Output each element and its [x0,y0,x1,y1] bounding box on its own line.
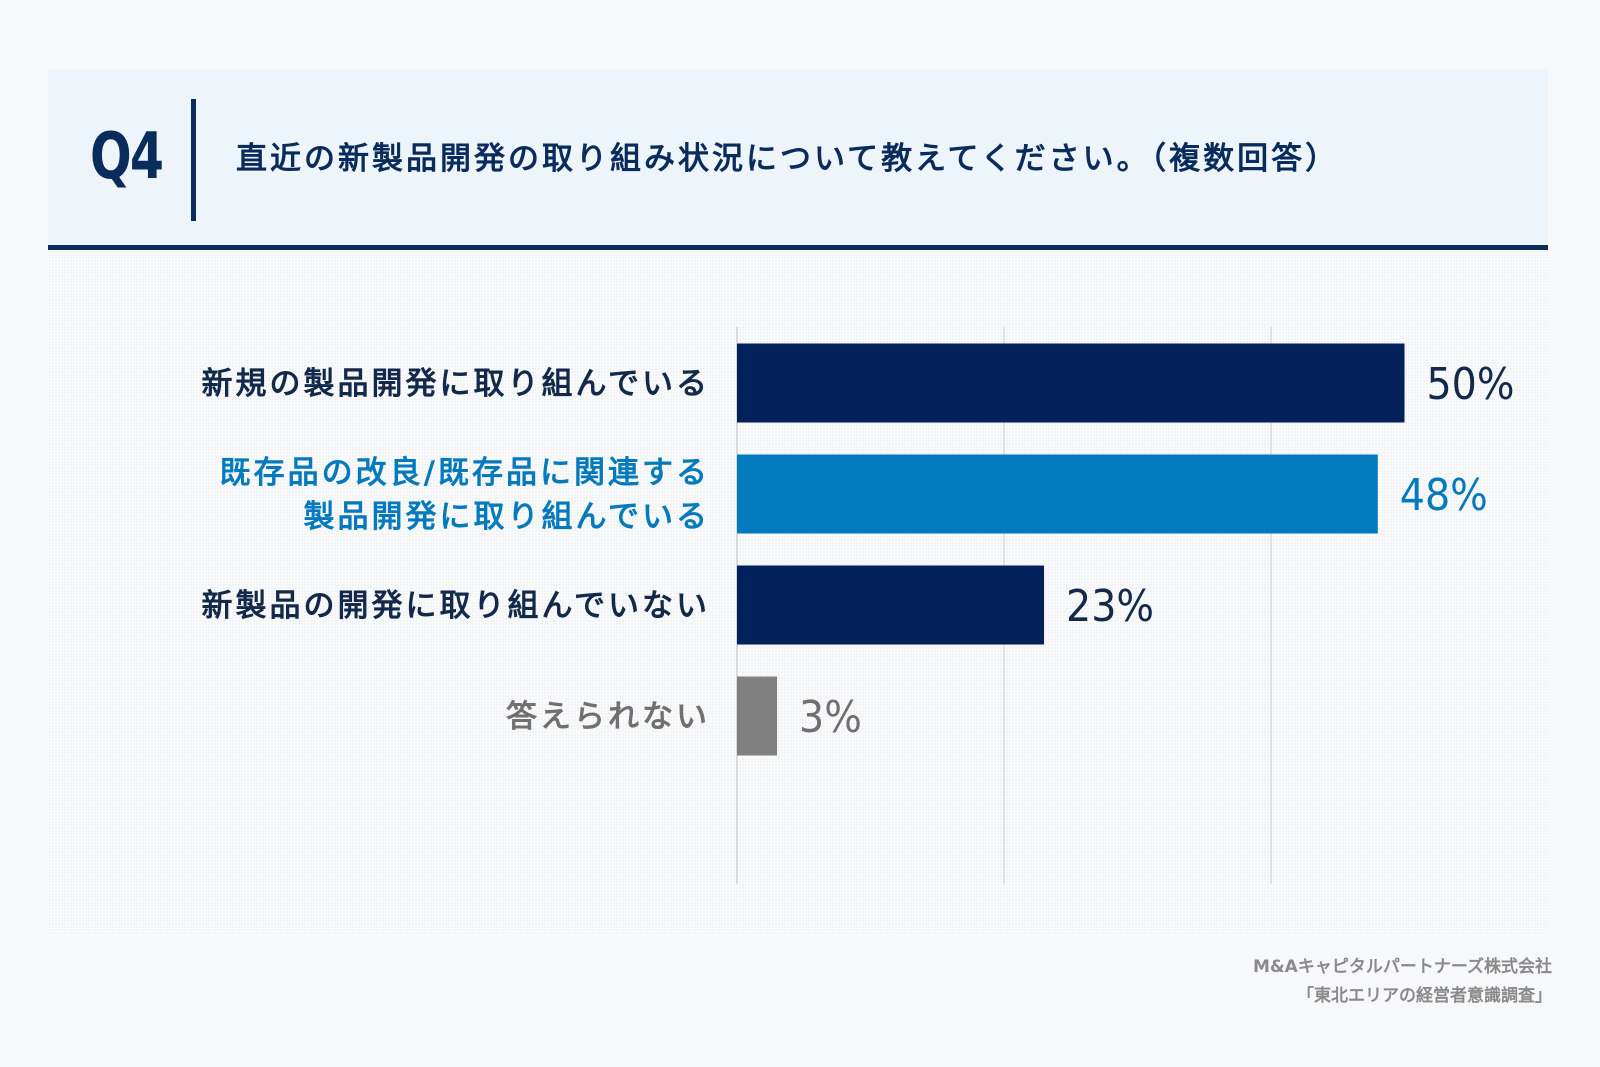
category-label-3: 新製品の開発に取り組んでいない [202,588,710,624]
bar-1 [737,343,1405,423]
category-label-2-line-1: 既存品の改良/既存品に関連する [220,455,710,491]
question-number: Q4 [90,120,164,194]
bar-3 [737,565,1045,645]
source-survey: 「東北エリアの経営者意識調査」 [1297,986,1552,1006]
header-divider [191,99,196,221]
category-label-4: 答えられない [506,699,710,735]
bar-2 [737,454,1378,534]
value-label-3: 23% [1066,581,1154,632]
category-label-1: 新規の製品開発に取り組んでいる [202,366,710,402]
value-label-1: 50% [1427,359,1515,410]
value-label-4: 3% [799,692,862,743]
bar-4 [737,676,778,756]
category-label-2-line-2: 製品開発に取り組んでいる [304,499,710,535]
source-credit: M&Aキャピタルパートナーズ株式会社 「東北エリアの経営者意識調査」 [1052,953,1552,1011]
question-text: 直近の新製品開発の取り組み状況について教えてください。（複数回答） [236,141,1340,177]
question-header: Q4 直近の新製品開発の取り組み状況について教えてください。（複数回答） [48,69,1548,250]
value-label-2: 48% [1400,470,1488,521]
source-company: M&Aキャピタルパートナーズ株式会社 [1252,957,1552,977]
